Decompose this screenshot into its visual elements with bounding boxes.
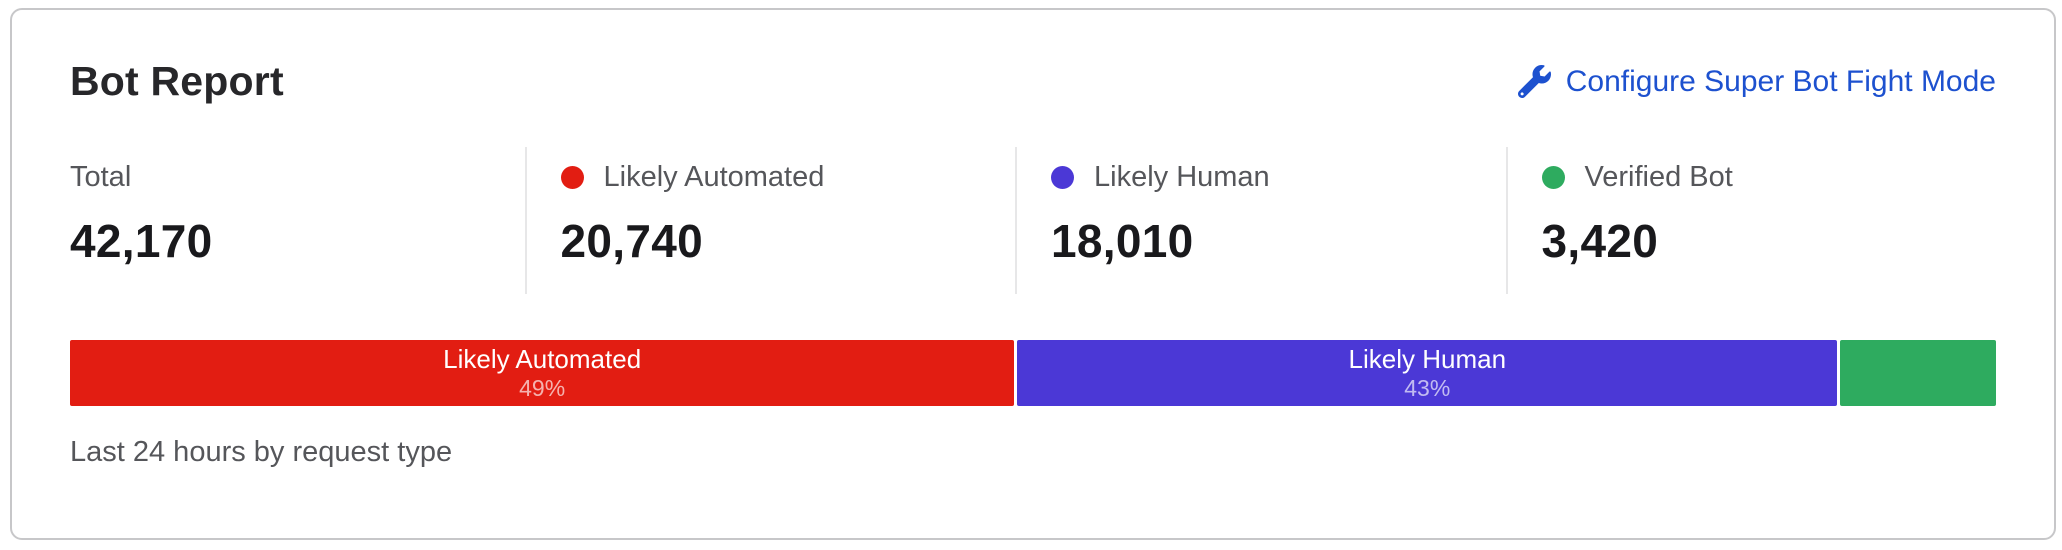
- stat-label: Likely Human: [1094, 161, 1270, 193]
- stats-row: Total 42,170 Likely Automated 20,740 Lik…: [70, 147, 1996, 294]
- card-title: Bot Report: [70, 58, 284, 104]
- stat-label: Verified Bot: [1584, 161, 1733, 193]
- stat-label: Total: [70, 161, 132, 193]
- stat-label: Likely Automated: [603, 161, 825, 193]
- verified-bot-dot-icon: [1541, 166, 1565, 189]
- stat-value: 18,010: [1051, 215, 1194, 267]
- bot-report-card: Bot Report Configure Super Bot Fight Mod…: [10, 8, 2056, 540]
- stat-value: 42,170: [70, 215, 213, 267]
- bar-segment-percent: 43%: [1404, 374, 1451, 401]
- report-caption: Last 24 hours by request type: [70, 436, 453, 468]
- configure-link-label: Configure Super Bot Fight Mode: [1565, 64, 1996, 98]
- stat-total: Total 42,170: [70, 147, 525, 294]
- distribution-bar: Likely Automated 49% Likely Human 43%: [70, 340, 1997, 406]
- stat-value: 20,740: [560, 215, 703, 267]
- stat-likely-human: Likely Human 18,010: [1015, 147, 1506, 294]
- likely-automated-dot-icon: [560, 166, 584, 189]
- bar-segment-percent: 49%: [519, 374, 566, 401]
- bar-segment-likely-automated[interactable]: Likely Automated 49%: [70, 340, 1015, 406]
- wrench-icon: [1517, 65, 1551, 99]
- stat-likely-automated: Likely Automated 20,740: [524, 147, 1016, 294]
- bar-segment-label: Likely Human: [1348, 343, 1507, 374]
- bar-segment-label: Likely Automated: [443, 343, 642, 374]
- bar-segment-likely-human[interactable]: Likely Human 43%: [1017, 340, 1838, 406]
- card-header: Bot Report Configure Super Bot Fight Mod…: [70, 58, 1996, 105]
- stat-value: 3,420: [1541, 215, 1659, 267]
- stat-verified-bot: Verified Bot 3,420: [1505, 147, 1997, 294]
- configure-super-bot-fight-mode-link[interactable]: Configure Super Bot Fight Mode: [1517, 64, 1996, 99]
- bar-segment-verified-bot[interactable]: [1840, 340, 1997, 406]
- likely-human-dot-icon: [1051, 166, 1074, 189]
